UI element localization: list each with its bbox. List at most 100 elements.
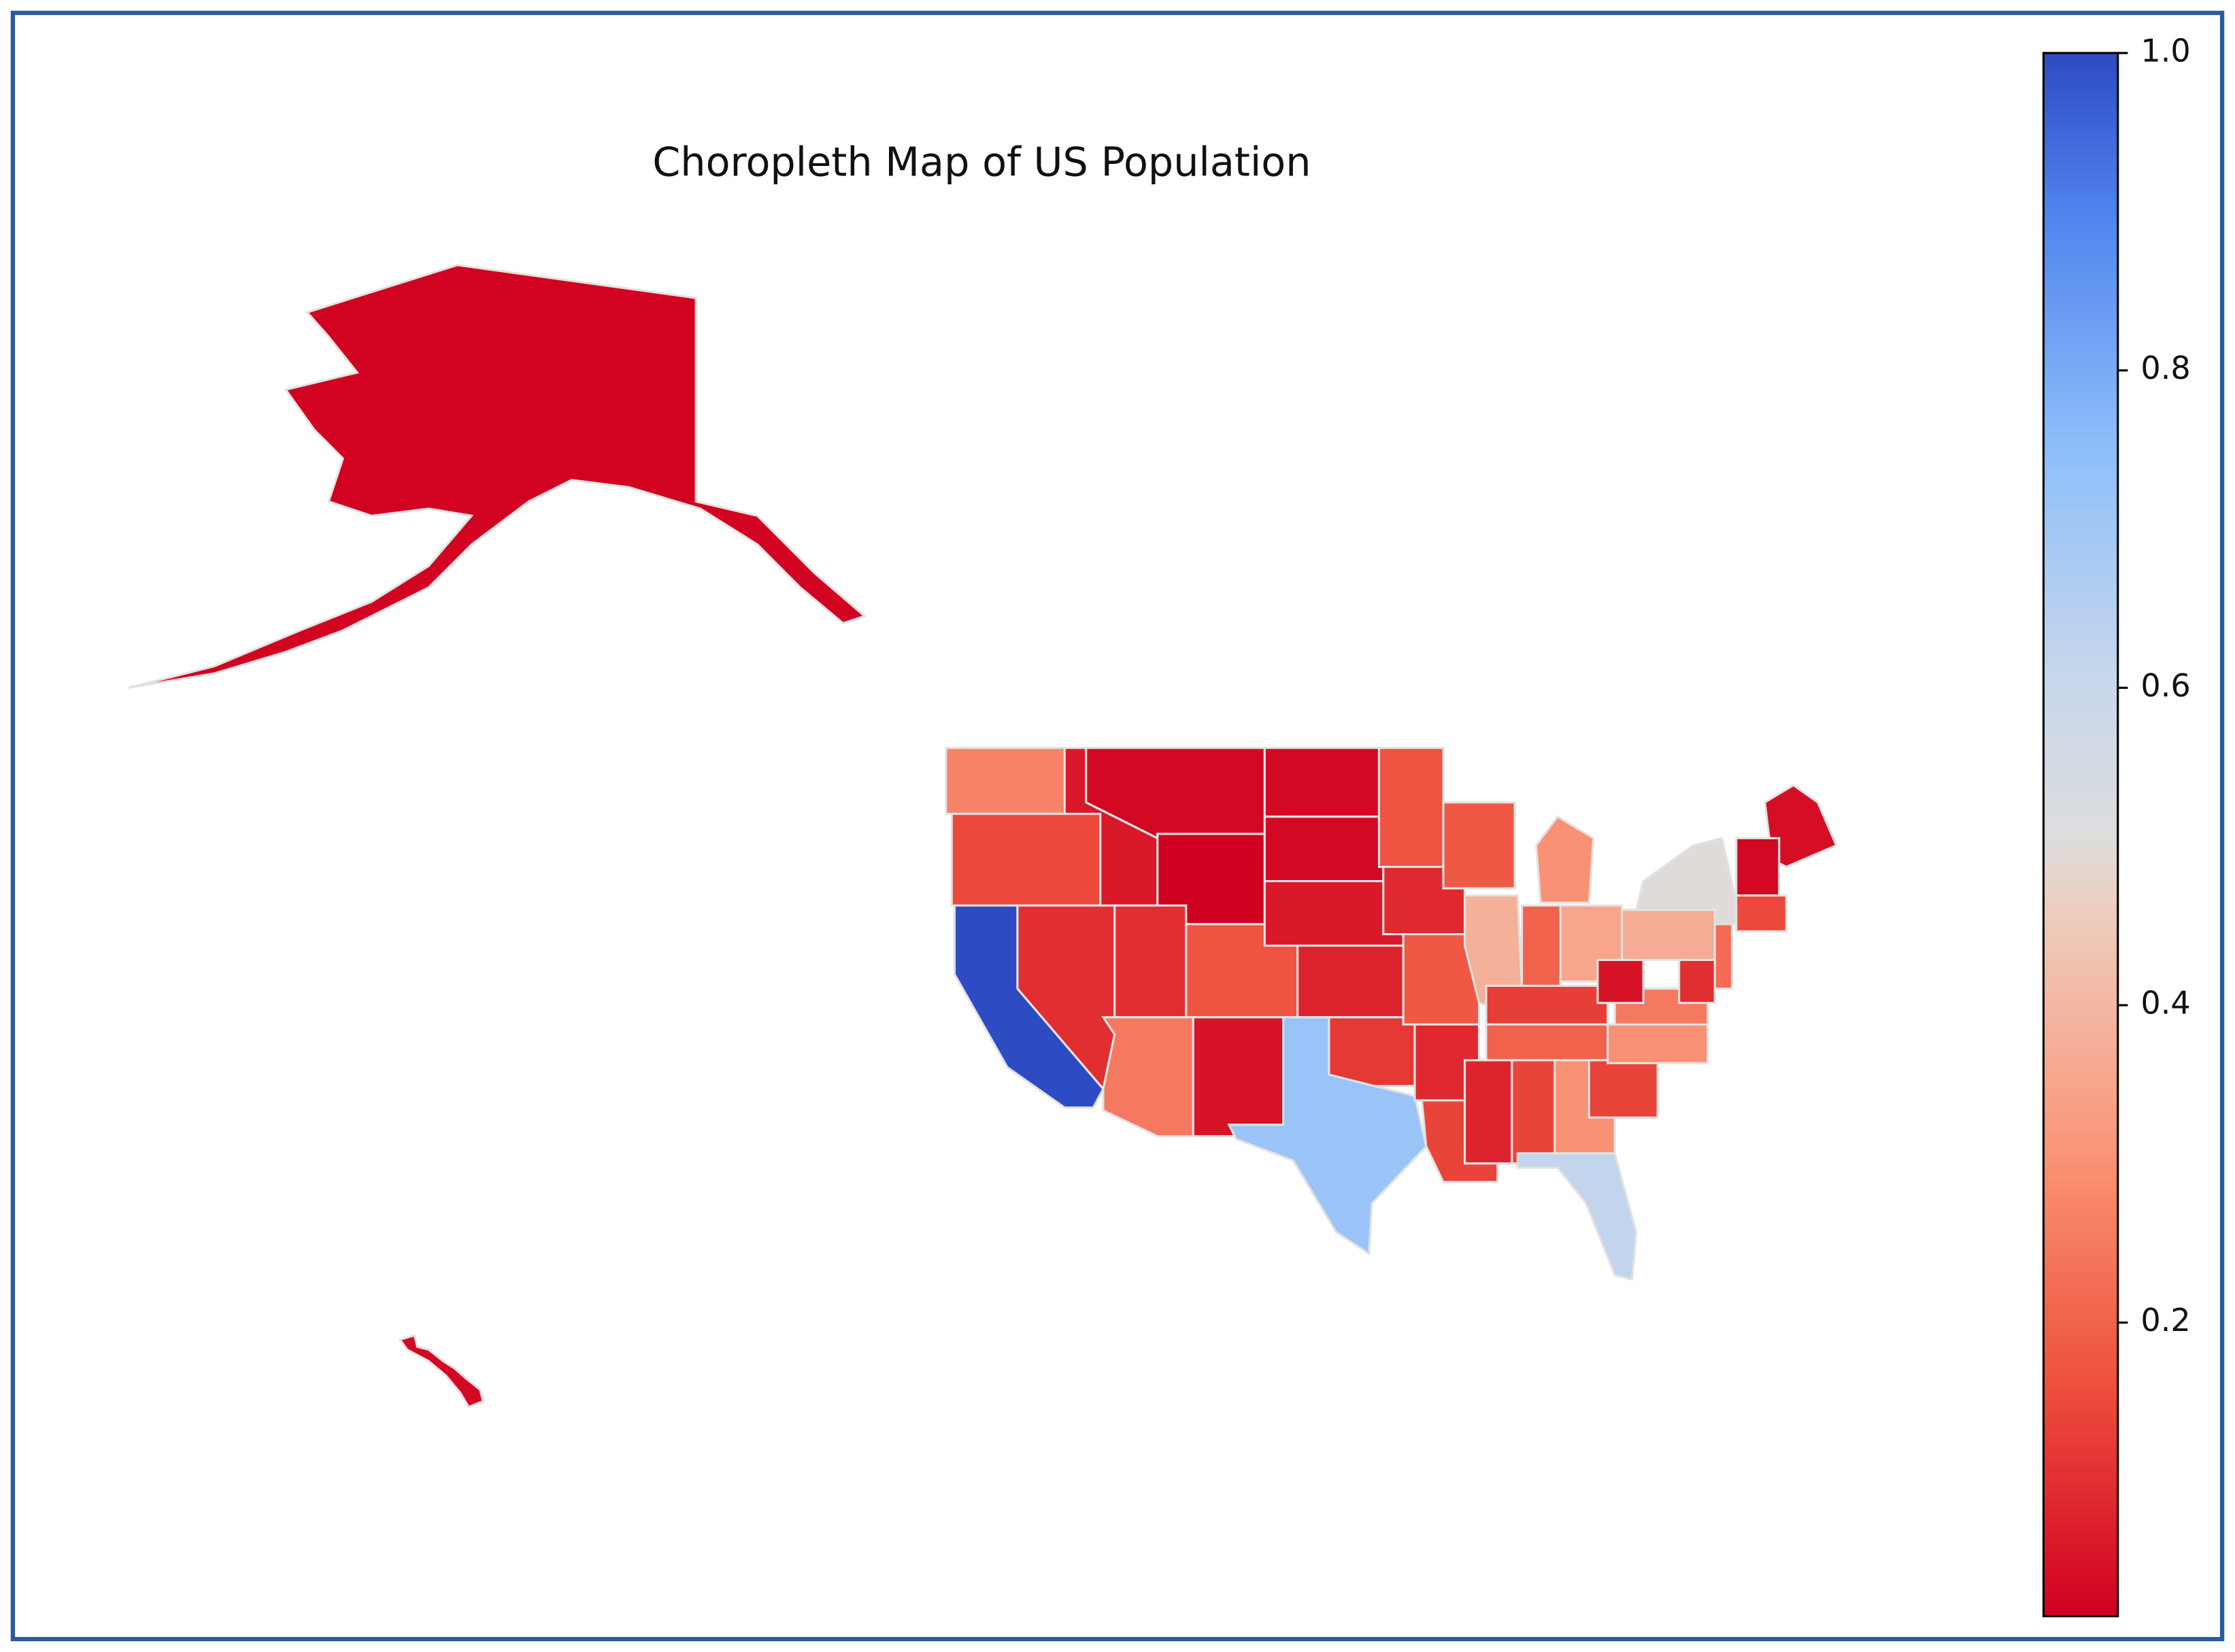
colorbar-strip (2043, 170, 2118, 180)
colorbar-strip (2043, 467, 2118, 476)
colorbar-strip (2043, 1585, 2118, 1594)
colorbar-strip (2043, 951, 2118, 961)
colorbar-strip (2043, 1147, 2118, 1156)
colorbar-strip (2043, 1483, 2118, 1492)
colorbar-strip (2043, 748, 2118, 758)
colorbar-strip (2043, 694, 2118, 703)
colorbar-strip (2043, 920, 2118, 930)
colorbar-strip (2043, 389, 2118, 398)
colorbar-strip (2043, 1162, 2118, 1172)
colorbar-strip (2043, 553, 2118, 562)
colorbar-strip (2043, 717, 2118, 726)
colorbar-strip (2043, 1209, 2118, 1219)
colorbar-strip (2043, 459, 2118, 469)
colorbar-strip (2043, 334, 2118, 343)
colorbar-strip (2043, 224, 2118, 234)
colorbar-strip (2043, 52, 2118, 62)
colorbar-strip (2043, 1037, 2118, 1047)
colorbar-strip (2043, 271, 2118, 281)
colorbar-strip (2043, 569, 2118, 578)
colorbar-strip (2043, 1421, 2118, 1430)
colorbar-strip (2043, 1436, 2118, 1445)
colorbar-strip (2043, 600, 2118, 609)
colorbar-strip (2043, 1506, 2118, 1516)
colorbar-strip (2043, 936, 2118, 945)
colorbar-strip (2043, 154, 2118, 164)
colorbar-strip (2043, 670, 2118, 679)
colorbar-strip (2043, 342, 2118, 351)
colorbar-strip (2043, 397, 2118, 406)
colorbar-strip (2043, 678, 2118, 688)
colorbar-strip (2043, 248, 2118, 258)
colorbar-strip (2043, 1217, 2118, 1227)
colorbar-strip (2043, 1194, 2118, 1203)
colorbar-strip (2043, 764, 2118, 773)
colorbar-strip (2043, 545, 2118, 554)
colorbar-strip (2043, 1202, 2118, 1211)
colorbar-strip (2043, 788, 2118, 796)
colorbar-strip (2043, 131, 2118, 140)
colorbar-strip (2043, 654, 2118, 664)
colorbar-strip (2043, 311, 2118, 320)
colorbar-strip (2043, 960, 2118, 968)
colorbar-outline (2042, 52, 2119, 1617)
colorbar-strip (2043, 1272, 2118, 1281)
colorbar-strip (2043, 318, 2118, 328)
colorbar-strip (2043, 1100, 2118, 1109)
colorbar-strip (2043, 1131, 2118, 1141)
colorbar-strip (2043, 1491, 2118, 1500)
colorbar-strip (2043, 1077, 2118, 1086)
colorbar-strip (2043, 819, 2118, 828)
colorbar-strip (2043, 1233, 2118, 1242)
colorbar-strip (2043, 858, 2118, 867)
colorbar-strip (2043, 905, 2118, 914)
colorbar-strip (2043, 1030, 2118, 1039)
region (1263, 815, 1385, 883)
colorbar-strip (2043, 1241, 2118, 1250)
colorbar-strip (2043, 944, 2118, 953)
colorbar-strip (2043, 1545, 2118, 1555)
colorbar-strip (2043, 1296, 2118, 1304)
colorbar-strip (2043, 381, 2118, 390)
colorbar-strip (2043, 428, 2118, 437)
colorbar-strip (2043, 576, 2118, 586)
region (1296, 944, 1409, 1019)
colorbar-strip (2043, 506, 2118, 516)
colorbar-strip (2043, 1467, 2118, 1477)
region (1485, 984, 1609, 1026)
colorbar-strip (2043, 76, 2118, 86)
colorbar-strip (2043, 1124, 2118, 1133)
region (950, 813, 1102, 907)
colorbar-strip (2043, 498, 2118, 507)
colorbar-strip (2043, 803, 2118, 812)
colorbar-tick-label: 0.6 (2140, 667, 2190, 704)
colorbar-strip (2043, 490, 2118, 500)
colorbar-strip (2043, 405, 2118, 414)
colorbar-strip (2043, 1186, 2118, 1196)
regions (128, 264, 1838, 1409)
colorbar-strip (2043, 732, 2118, 742)
region (1113, 904, 1188, 1019)
colorbar-strip (2043, 701, 2118, 711)
colorbar-strip (2043, 795, 2118, 805)
colorbar-tick-label: 0.8 (2140, 350, 2190, 386)
colorbar-strip (2043, 826, 2118, 836)
colorbar-strip (2043, 1249, 2118, 1258)
colorbar-strip (2043, 607, 2118, 617)
region (1485, 1023, 1609, 1062)
colorbar-strip (2043, 1569, 2118, 1579)
colorbar-strip (2043, 287, 2118, 297)
colorbar-strip (2043, 233, 2118, 242)
colorbar-strip (2043, 1358, 2118, 1367)
colorbar-strip (2043, 1381, 2118, 1391)
region (1678, 958, 1716, 1005)
colorbar-strip (2043, 373, 2118, 382)
colorbar-strip (2043, 1178, 2118, 1187)
colorbar-strip (2043, 483, 2118, 492)
colorbar-strip (2043, 1522, 2118, 1532)
colorbar-strip (2043, 264, 2118, 273)
colorbar-strip (2043, 1068, 2118, 1078)
colorbar-strip (2043, 513, 2118, 523)
colorbar-strip (2043, 1389, 2118, 1398)
region (1607, 1023, 1709, 1064)
